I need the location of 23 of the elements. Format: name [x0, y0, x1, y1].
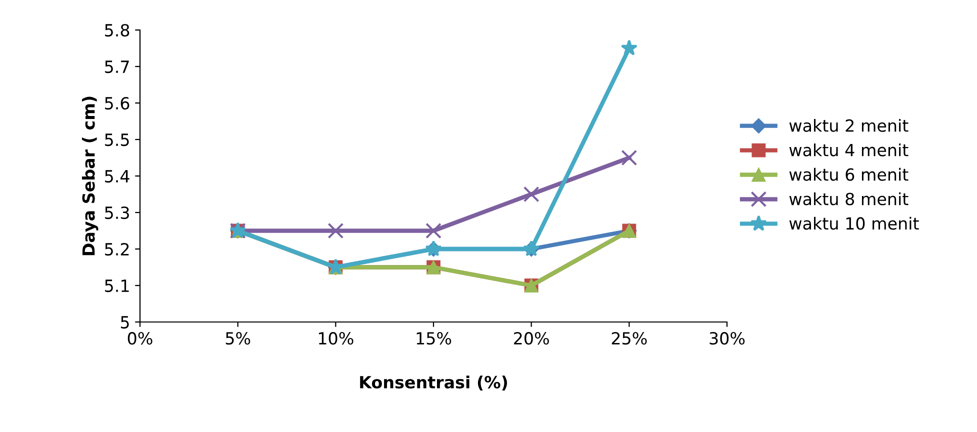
x-tick-label: 25% — [612, 332, 647, 345]
y-tick-label: 5.4 — [105, 170, 130, 183]
y-tick-label: 5.3 — [105, 206, 129, 220]
x-tick-label: 30% — [710, 332, 745, 345]
legend-label: waktu 6 menit — [789, 168, 908, 181]
legend-label: waktu 10 menit — [789, 216, 919, 230]
y-axis-title: Daya Sebar ( cm) — [82, 96, 98, 256]
x-tick-label: 5% — [226, 332, 250, 345]
y-tick-label: 5.8 — [105, 24, 130, 37]
x-tick-label: 0% — [128, 332, 152, 345]
y-tick-label: 5.5 — [105, 134, 129, 146]
x-tick-label: 20% — [514, 332, 549, 345]
y-tick-label: 5 — [120, 316, 129, 329]
y-tick-label: 5.6 — [105, 96, 130, 110]
y-tick-label: 5.7 — [105, 60, 129, 74]
y-tick-label: 5.2 — [105, 242, 129, 256]
x-axis-title: Konsentrasi (%) — [360, 376, 507, 390]
legend-label: waktu 2 menit — [789, 119, 908, 132]
legend-label: waktu 4 menit — [789, 143, 908, 156]
y-tick-label: 5.1 — [105, 280, 129, 292]
x-tick-label: 10% — [318, 332, 354, 345]
x-tick-label: 15% — [416, 332, 452, 345]
legend-label: waktu 8 menit — [789, 192, 908, 206]
